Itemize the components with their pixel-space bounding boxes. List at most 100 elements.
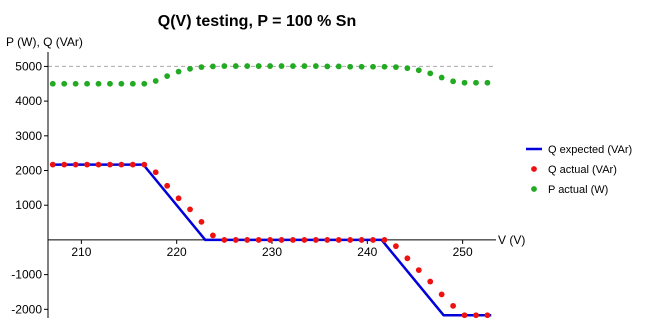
chart-title: Q(V) testing, P = 100 % Sn [158,13,356,30]
data-point [450,78,457,85]
y-tick-label: 4000 [15,94,42,108]
data-point [438,74,445,81]
x-tick-label: 240 [357,245,377,259]
data-point [381,63,388,70]
legend-swatch-dot [531,186,537,192]
data-point [84,161,90,168]
x-tick-label: 250 [453,245,473,259]
data-point [438,291,445,298]
data-point [244,237,251,243]
x-tick-label: 210 [71,245,91,259]
data-point [107,161,113,168]
x-axis-label: V (V) [498,233,525,247]
y-tick-label: 3000 [15,129,42,143]
data-point [221,63,228,69]
y-tick-label: 5000 [15,59,42,73]
data-point [312,63,319,69]
data-point [301,63,308,69]
x-tick-label: 230 [262,245,282,259]
data-point [461,79,468,86]
data-point [461,312,468,319]
data-point [358,237,365,243]
data-point [164,182,171,189]
data-point [152,169,159,176]
series-1 [49,161,491,319]
data-point [141,161,148,168]
data-point [427,278,434,285]
data-point [95,80,102,87]
data-point [198,64,205,71]
data-point [198,218,205,225]
data-point [267,237,273,243]
data-point [278,237,285,243]
data-point [290,63,296,69]
tick-labels: 210 220 230 240 250 -2000 -1000 1000 2000 3000 400… [11,59,473,316]
legend: Q expected (VAr) Q actual (VAr) P actual (… [526,144,632,196]
y-tick-label: 1000 [15,198,42,212]
data-point [301,237,308,243]
legend-swatch-dot [531,166,537,172]
legend-label: Q actual (VAr) [548,164,617,176]
data-point [164,73,171,80]
series [49,63,492,319]
data-point [393,64,399,71]
data-point [324,237,331,243]
data-point [61,161,68,168]
series-2 [49,63,491,87]
y-tick-label: -2000 [11,302,42,316]
data-point [358,63,365,70]
data-point [267,63,273,69]
data-point [335,237,342,243]
axes [44,52,496,318]
data-point [221,237,228,243]
data-point [244,63,251,69]
data-point [404,255,411,262]
data-point [347,237,354,243]
data-point [347,63,354,70]
data-point [187,206,193,213]
data-point [129,80,136,87]
data-point [118,161,125,168]
data-point [210,232,216,239]
legend-label: P actual (W) [548,184,608,196]
data-point [278,63,285,69]
data-point [484,312,491,319]
data-point [175,68,182,75]
data-point [473,312,479,319]
data-point [335,63,342,70]
data-point [404,65,411,72]
data-point [118,80,125,87]
data-point [370,237,376,243]
data-point [324,63,331,70]
legend-label: Q expected (VAr) [548,144,632,156]
data-point [49,80,56,87]
data-point [141,80,148,87]
data-point [312,237,319,243]
y-tick-label: -1000 [11,268,42,282]
data-point [152,78,159,84]
data-point [129,161,136,168]
data-point [232,237,239,243]
data-point [484,79,491,86]
data-point [427,70,434,77]
data-point [381,237,388,243]
data-point [450,302,457,309]
data-point [49,161,56,168]
y-tick-label: 2000 [15,164,42,178]
data-point [210,63,216,70]
data-point [84,80,90,87]
data-point [187,65,193,72]
data-point [415,267,422,274]
data-point [72,161,79,168]
data-point [255,237,262,243]
data-point [393,243,399,250]
data-point [232,63,239,69]
data-point [415,67,422,74]
data-point [107,80,113,87]
data-point [473,79,479,86]
data-point [61,80,68,87]
data-point [72,80,79,87]
data-point [95,161,102,168]
y-axis-label: P (W), Q (VAr) [6,35,83,49]
